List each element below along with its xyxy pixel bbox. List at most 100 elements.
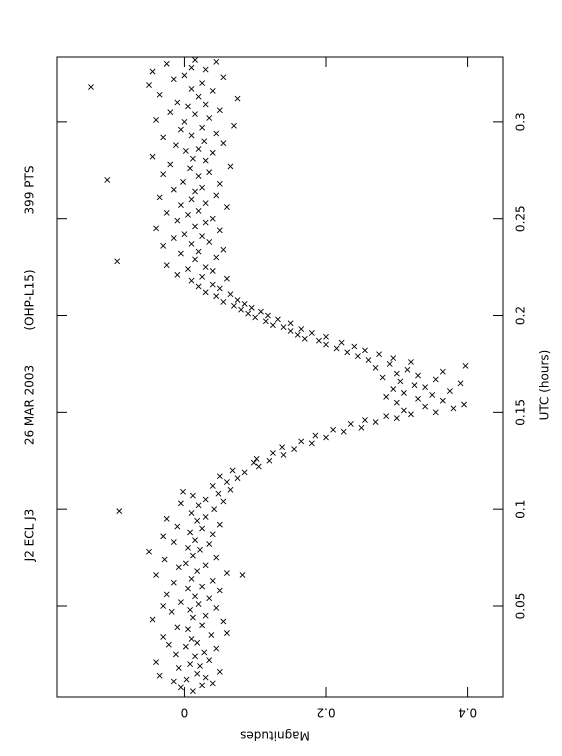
data-point bbox=[170, 235, 177, 241]
data-point bbox=[220, 246, 227, 253]
data-point bbox=[287, 320, 294, 327]
data-point bbox=[415, 395, 421, 402]
data-point bbox=[194, 568, 201, 575]
data-point bbox=[187, 606, 194, 613]
data-point bbox=[206, 239, 213, 245]
data-point bbox=[114, 258, 121, 265]
data-point bbox=[202, 496, 209, 503]
data-point bbox=[220, 618, 227, 625]
data-point bbox=[415, 372, 421, 379]
data-point bbox=[188, 240, 195, 247]
data-point bbox=[216, 587, 223, 594]
data-point bbox=[199, 525, 206, 532]
data-point bbox=[168, 608, 175, 615]
data-point bbox=[439, 397, 446, 404]
data-point bbox=[279, 444, 286, 451]
data-point bbox=[192, 537, 198, 544]
data-point bbox=[422, 403, 429, 410]
data-point bbox=[201, 649, 208, 656]
data-point bbox=[177, 599, 184, 606]
data-point bbox=[202, 513, 209, 520]
data-point bbox=[213, 130, 220, 137]
data-point bbox=[213, 192, 220, 199]
x-tick-label: 0.2 bbox=[514, 306, 528, 325]
data-point bbox=[213, 254, 220, 261]
data-point bbox=[446, 388, 453, 394]
data-point bbox=[253, 455, 260, 462]
data-point bbox=[160, 171, 167, 178]
data-point bbox=[88, 84, 94, 90]
data-point bbox=[195, 146, 202, 152]
data-point bbox=[270, 322, 276, 329]
data-point bbox=[429, 391, 436, 398]
data-point bbox=[234, 475, 241, 482]
data-point bbox=[206, 115, 213, 121]
data-point bbox=[265, 312, 271, 319]
data-point bbox=[206, 169, 213, 176]
data-point bbox=[153, 572, 160, 578]
data-point bbox=[181, 118, 188, 125]
data-point bbox=[312, 432, 319, 439]
title-part: 26 MAR 2003 bbox=[23, 365, 37, 445]
data-point bbox=[165, 641, 172, 648]
data-point bbox=[156, 194, 163, 201]
data-point bbox=[199, 273, 206, 280]
data-point bbox=[461, 401, 467, 408]
data-point bbox=[400, 407, 407, 414]
data-point bbox=[199, 184, 206, 191]
data-point bbox=[220, 140, 227, 147]
data-point bbox=[376, 351, 383, 358]
data-point bbox=[202, 66, 209, 73]
data-point bbox=[173, 142, 179, 149]
data-point bbox=[223, 570, 230, 576]
data-point bbox=[199, 583, 206, 590]
data-point bbox=[177, 250, 184, 257]
data-point bbox=[177, 500, 184, 507]
data-point bbox=[287, 328, 294, 334]
data-point bbox=[213, 554, 220, 561]
y-tick-label: 0.2 bbox=[316, 706, 335, 720]
data-point bbox=[227, 163, 234, 170]
data-point bbox=[187, 165, 194, 172]
data-point bbox=[340, 428, 347, 435]
data-point bbox=[192, 593, 198, 600]
data-point bbox=[199, 80, 206, 87]
data-point bbox=[308, 440, 315, 447]
data-point bbox=[185, 626, 191, 633]
data-point bbox=[160, 533, 167, 540]
data-point bbox=[298, 438, 305, 445]
data-point bbox=[177, 126, 184, 133]
data-point bbox=[199, 233, 206, 240]
data-point bbox=[211, 506, 218, 513]
data-point bbox=[202, 219, 209, 226]
data-point bbox=[188, 86, 195, 92]
data-point bbox=[149, 68, 156, 75]
data-point bbox=[146, 82, 152, 88]
data-point bbox=[174, 271, 181, 278]
data-point bbox=[351, 343, 358, 350]
data-point bbox=[209, 87, 216, 94]
data-point bbox=[215, 490, 222, 497]
data-point bbox=[187, 529, 194, 536]
data-point bbox=[347, 421, 354, 427]
data-point bbox=[153, 117, 160, 123]
data-point bbox=[195, 283, 202, 290]
data-point bbox=[266, 457, 273, 464]
data-point bbox=[213, 645, 220, 652]
data-point bbox=[160, 603, 167, 609]
data-point bbox=[231, 302, 237, 309]
plot-frame bbox=[56, 56, 504, 698]
data-point bbox=[301, 335, 308, 342]
data-point bbox=[180, 488, 186, 495]
data-point bbox=[194, 639, 201, 646]
data-point bbox=[170, 678, 177, 685]
data-point bbox=[185, 585, 191, 592]
data-point bbox=[195, 601, 202, 607]
data-point bbox=[383, 393, 390, 400]
data-point bbox=[323, 434, 329, 441]
title-part: 399 PTS bbox=[23, 166, 37, 215]
data-point bbox=[372, 419, 379, 425]
data-point bbox=[116, 508, 123, 515]
data-point bbox=[450, 405, 457, 412]
